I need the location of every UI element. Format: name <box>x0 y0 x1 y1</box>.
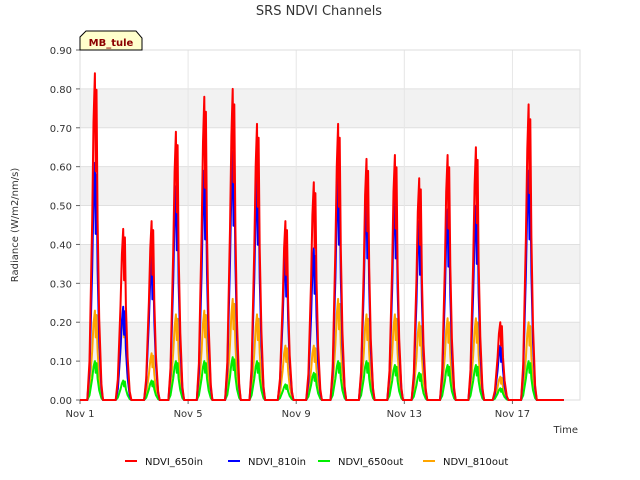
legend-label: NDVI_650out <box>338 457 403 468</box>
x-axis-label: Time <box>553 425 578 436</box>
grid-band <box>80 244 580 284</box>
y-tick-label: 0.90 <box>50 46 72 57</box>
station-badge-box <box>79 30 143 51</box>
x-tick-label: Nov 17 <box>495 409 530 420</box>
y-tick-label: 0.80 <box>50 85 72 96</box>
y-tick-label: 0.40 <box>50 240 72 251</box>
series-line-ndvi-650out <box>80 356 564 401</box>
series-line-ndvi-650in <box>80 72 564 401</box>
legend: NDVI_650in NDVI_810in NDVI_650out NDVI_810o… <box>125 457 508 468</box>
x-tick-label: Nov 5 <box>174 409 203 420</box>
x-tick-label: Nov 13 <box>387 409 422 420</box>
series-layer <box>80 72 564 401</box>
y-axis: 0.00 0.10 0.20 0.30 0.40 0.50 0.60 0.70 0.80 0.90 <box>50 46 80 407</box>
legend-label: NDVI_810out <box>443 457 508 468</box>
y-axis-label: Radiance (W/m2/nm/s) <box>10 168 21 283</box>
y-tick-label: 0.60 <box>50 163 72 174</box>
y-tick-label: 0.70 <box>50 124 72 135</box>
y-tick-label: 0.30 <box>50 279 72 290</box>
legend-label: NDVI_650in <box>145 457 203 468</box>
station-badge: MB_tule <box>79 30 143 51</box>
gridlines <box>79 49 581 401</box>
series-line-ndvi-810out <box>80 297 564 401</box>
grid-band <box>80 166 580 206</box>
x-axis: Nov 1 Nov 5 Nov 9 Nov 13 Nov 17 <box>65 400 530 420</box>
station-label: MB_tule <box>89 38 134 49</box>
legend-label: NDVI_810in <box>248 457 306 468</box>
y-tick-label: 0.20 <box>50 318 72 329</box>
y-tick-label: 0.00 <box>50 396 72 407</box>
y-tick-label: 0.50 <box>50 202 72 213</box>
x-tick-label: Nov 1 <box>65 409 94 420</box>
grid-band <box>80 322 580 362</box>
y-tick-label: 0.10 <box>50 357 72 368</box>
grid-band <box>80 88 580 128</box>
chart-title: SRS NDVI Channels <box>256 4 382 19</box>
x-tick-label: Nov 9 <box>282 409 311 420</box>
